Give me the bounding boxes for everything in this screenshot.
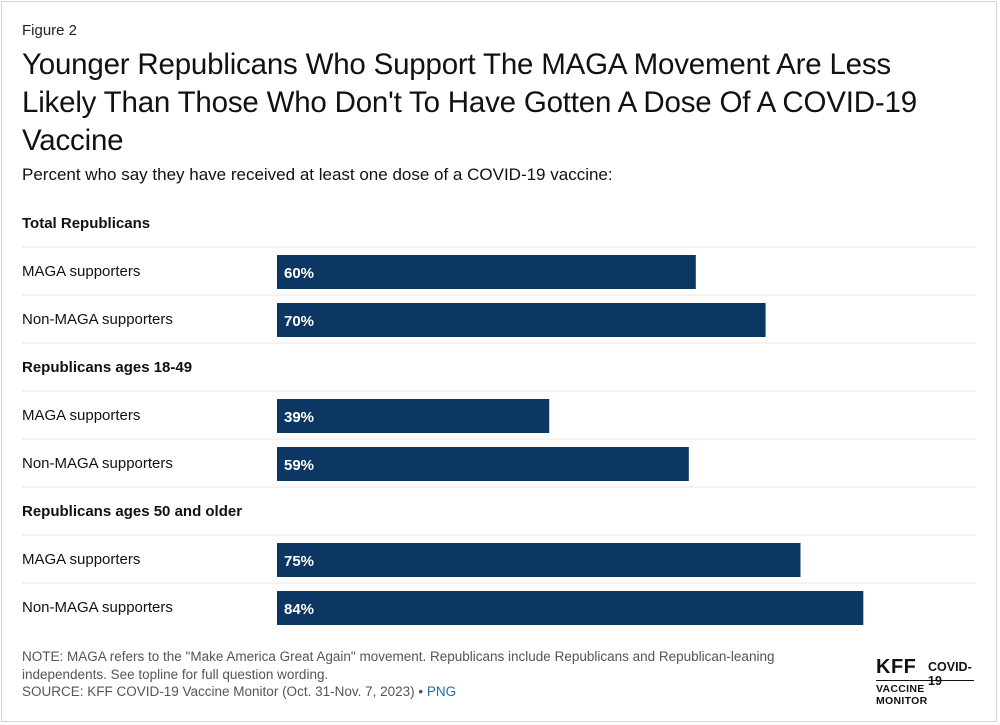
bar-category-label: Non-MAGA supporters (22, 599, 173, 616)
bar (277, 447, 689, 481)
logo-divider (876, 680, 974, 681)
bar-value-label: 75% (284, 553, 314, 570)
group-label: Republicans ages 18-49 (22, 359, 192, 376)
bar-value-label: 59% (284, 457, 314, 474)
chart-title: Younger Republicans Who Support The MAGA… (22, 48, 917, 157)
bar-chart: Total Republicans MAGA supporters 60% Non-M… (22, 215, 975, 625)
bar-category-label: Non-MAGA supporters (22, 455, 173, 472)
logo-covid-text: COVID-19 (928, 660, 972, 688)
source-text: SOURCE: KFF COVID-19 Vaccine Monitor (Oc… (22, 684, 424, 699)
chart-subtitle: Percent who say they have received at le… (22, 165, 613, 184)
chart-note: NOTE: MAGA refers to the "Make America G… (22, 649, 775, 682)
logo-kff-text: KFF (876, 656, 917, 678)
bar (277, 591, 864, 625)
bar-category-label: Non-MAGA supporters (22, 311, 173, 328)
kff-logo: KFF COVID-19 VACCINE MONITOR (876, 656, 976, 707)
bar (277, 303, 766, 337)
group-label: Republicans ages 50 and older (22, 503, 242, 520)
bar-value-label: 70% (284, 313, 314, 330)
bar-category-label: MAGA supporters (22, 263, 140, 280)
logo-monitor-text: VACCINE MONITOR (876, 683, 928, 707)
bar-value-label: 39% (284, 409, 314, 426)
bar (277, 543, 801, 577)
chart-source: SOURCE: KFF COVID-19 Vaccine Monitor (Oc… (22, 684, 456, 699)
png-download-link[interactable]: PNG (426, 684, 457, 699)
group-label: Total Republicans (22, 215, 150, 232)
bar-category-label: MAGA supporters (22, 407, 140, 424)
bar (277, 399, 550, 433)
bar-category-label: MAGA supporters (22, 551, 140, 568)
bar (277, 255, 696, 289)
figure-label: Figure 2 (22, 22, 78, 39)
bar-value-label: 60% (284, 265, 314, 282)
bar-value-label: 84% (284, 601, 314, 618)
